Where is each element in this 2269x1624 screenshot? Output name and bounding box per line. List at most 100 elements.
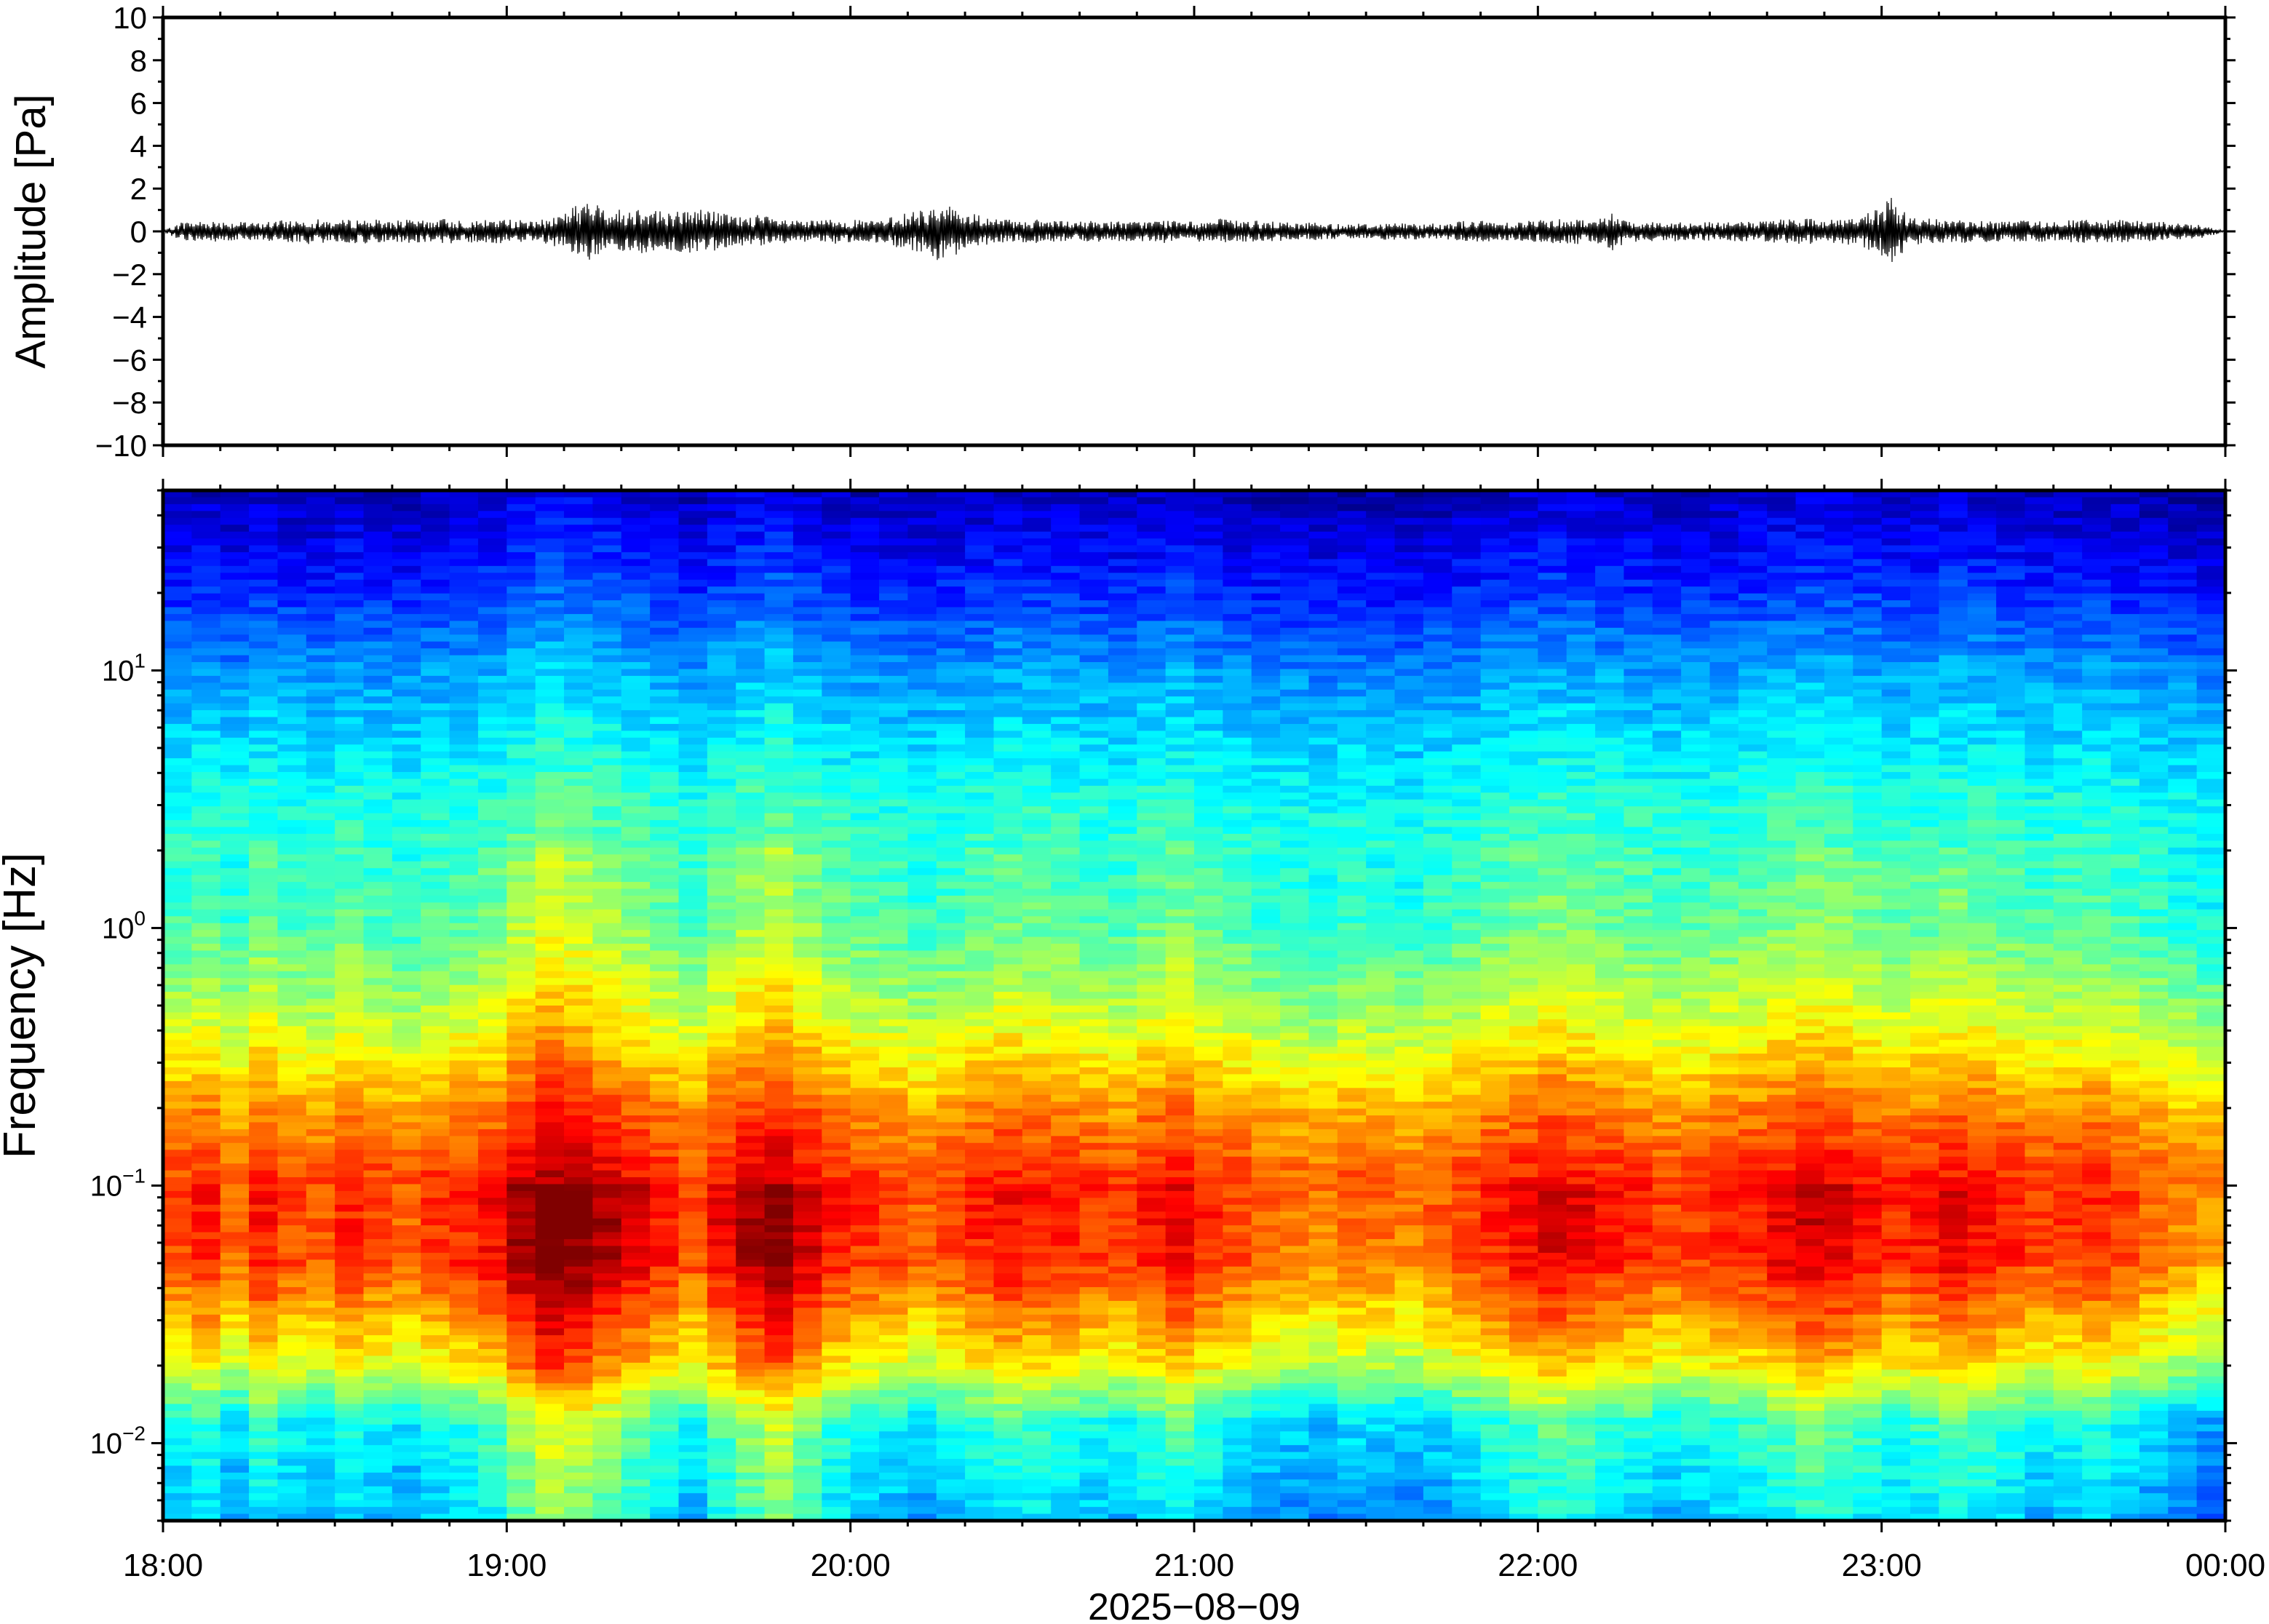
spectrogram-cell bbox=[621, 1094, 651, 1102]
spectrogram-cell bbox=[1108, 696, 1138, 704]
spectrogram-cell bbox=[850, 923, 880, 931]
spectrogram-cell bbox=[306, 923, 335, 931]
spectrogram-cell bbox=[907, 1287, 937, 1295]
spectrogram-cell bbox=[792, 1074, 823, 1082]
spectrogram-cell bbox=[993, 600, 1023, 608]
spectrogram-cell bbox=[506, 1376, 536, 1384]
spectrogram-cell bbox=[335, 1129, 365, 1137]
spectrogram-cell bbox=[764, 1314, 794, 1323]
spectrogram-cell bbox=[506, 1012, 536, 1020]
spectrogram-cell bbox=[1079, 1273, 1109, 1281]
spectrogram-cell bbox=[191, 1465, 221, 1473]
spectrogram-cell bbox=[879, 655, 909, 663]
spectrogram-cell bbox=[506, 1177, 536, 1185]
spectrogram-cell bbox=[449, 1198, 479, 1206]
spectrogram-cell bbox=[306, 497, 335, 505]
spectrogram-cell bbox=[907, 1349, 937, 1357]
spectrogram-cell bbox=[220, 696, 250, 704]
spectrogram-cell bbox=[363, 1094, 393, 1102]
spectrogram-cell bbox=[564, 779, 594, 787]
spectrogram-cell bbox=[764, 1019, 794, 1027]
spectrogram-cell bbox=[306, 1493, 335, 1501]
spectrogram-cell bbox=[907, 531, 937, 539]
spectrogram-cell bbox=[392, 1513, 422, 1521]
spectrogram-cell bbox=[449, 1294, 479, 1302]
spectrogram-cell bbox=[764, 950, 794, 958]
spectrogram-cell bbox=[592, 978, 622, 986]
spectrogram-cell bbox=[1079, 1383, 1109, 1391]
spectrogram-cell bbox=[535, 1404, 565, 1412]
spectrogram-cell bbox=[249, 717, 279, 725]
spectrogram-cell bbox=[678, 511, 708, 519]
spectrogram-cell bbox=[678, 895, 708, 904]
spectrogram-cell bbox=[277, 648, 307, 656]
spectrogram-cell bbox=[907, 696, 937, 704]
spectrogram-cell bbox=[879, 792, 909, 800]
spectrogram-cell bbox=[707, 1150, 737, 1158]
spectrogram-cell bbox=[477, 1472, 508, 1481]
spectrogram-cell bbox=[564, 744, 594, 752]
spectrogram-cell bbox=[421, 1259, 450, 1267]
spectrogram-cell bbox=[879, 1349, 909, 1357]
spectrogram-cell bbox=[621, 1156, 651, 1164]
spectrogram-cell bbox=[163, 1259, 193, 1267]
spectrogram-cell bbox=[907, 1177, 937, 1185]
spectrogram-cell bbox=[1108, 792, 1138, 800]
spectrogram-cell bbox=[822, 1424, 851, 1433]
spectrogram-cell bbox=[363, 820, 393, 828]
spectrogram-cell bbox=[936, 1300, 966, 1309]
spectrogram-cell bbox=[392, 1472, 422, 1481]
spectrogram-cell bbox=[1108, 669, 1138, 677]
spectrogram-cell bbox=[535, 1225, 565, 1233]
spectrogram-cell bbox=[449, 1136, 479, 1144]
spectrogram-cell bbox=[621, 923, 651, 931]
spectrogram-cell bbox=[449, 868, 479, 876]
spectrogram-cell bbox=[792, 1507, 823, 1515]
spectrogram-cell bbox=[650, 627, 680, 636]
spectrogram-cell bbox=[678, 607, 708, 615]
spectrogram-cell bbox=[363, 944, 393, 952]
spectrogram-cell bbox=[1079, 1500, 1109, 1508]
spectrogram-cell bbox=[678, 984, 708, 992]
spectrogram-cell bbox=[163, 944, 193, 952]
spectrogram-cell bbox=[621, 1067, 651, 1075]
spectrogram-cell bbox=[965, 538, 995, 546]
spectrogram-cell bbox=[392, 1204, 422, 1212]
spectrogram-cell bbox=[850, 882, 880, 890]
spectrogram-cell bbox=[564, 1204, 594, 1212]
spectrogram-cell bbox=[678, 792, 708, 800]
spectrogram-cell bbox=[363, 1259, 393, 1267]
spectrogram-cell bbox=[1051, 573, 1081, 581]
spectrogram-cell bbox=[1079, 916, 1109, 924]
spectrogram-cell bbox=[477, 1328, 508, 1336]
spectrogram-cell bbox=[936, 1225, 966, 1233]
spectrogram-cell bbox=[220, 1356, 250, 1364]
spectrogram-cell bbox=[306, 1136, 335, 1144]
spectrogram-cell bbox=[792, 861, 823, 869]
spectrogram-cell bbox=[621, 731, 651, 739]
spectrogram-cell bbox=[220, 621, 250, 629]
spectrogram-cell bbox=[535, 573, 565, 581]
spectrogram-cell bbox=[1022, 930, 1052, 938]
spectrogram-cell bbox=[506, 600, 536, 608]
spectrogram-cell bbox=[163, 1170, 193, 1178]
spectrogram-cell bbox=[1022, 1102, 1052, 1110]
spectrogram-cell bbox=[736, 772, 766, 780]
spectrogram-cell bbox=[764, 600, 794, 608]
spectrogram-cell bbox=[678, 957, 708, 966]
spectrogram-cell bbox=[850, 1472, 880, 1481]
spectrogram-cell bbox=[736, 1410, 766, 1419]
spectrogram-cell bbox=[363, 1287, 393, 1295]
spectrogram-cell bbox=[335, 1424, 365, 1433]
spectrogram-cell bbox=[736, 613, 766, 622]
spectrogram-cell bbox=[850, 613, 880, 622]
spectrogram-cell bbox=[477, 923, 508, 931]
spectrogram-cell bbox=[1022, 909, 1052, 918]
spectrogram-cell bbox=[850, 1266, 880, 1274]
spectrogram-cell bbox=[592, 1273, 622, 1281]
spectrogram-cell bbox=[707, 1335, 737, 1343]
spectrogram-cell bbox=[392, 868, 422, 876]
spectrogram-cell bbox=[907, 641, 937, 649]
spectrogram-cell bbox=[822, 785, 851, 794]
spectrogram-cell bbox=[506, 1122, 536, 1130]
